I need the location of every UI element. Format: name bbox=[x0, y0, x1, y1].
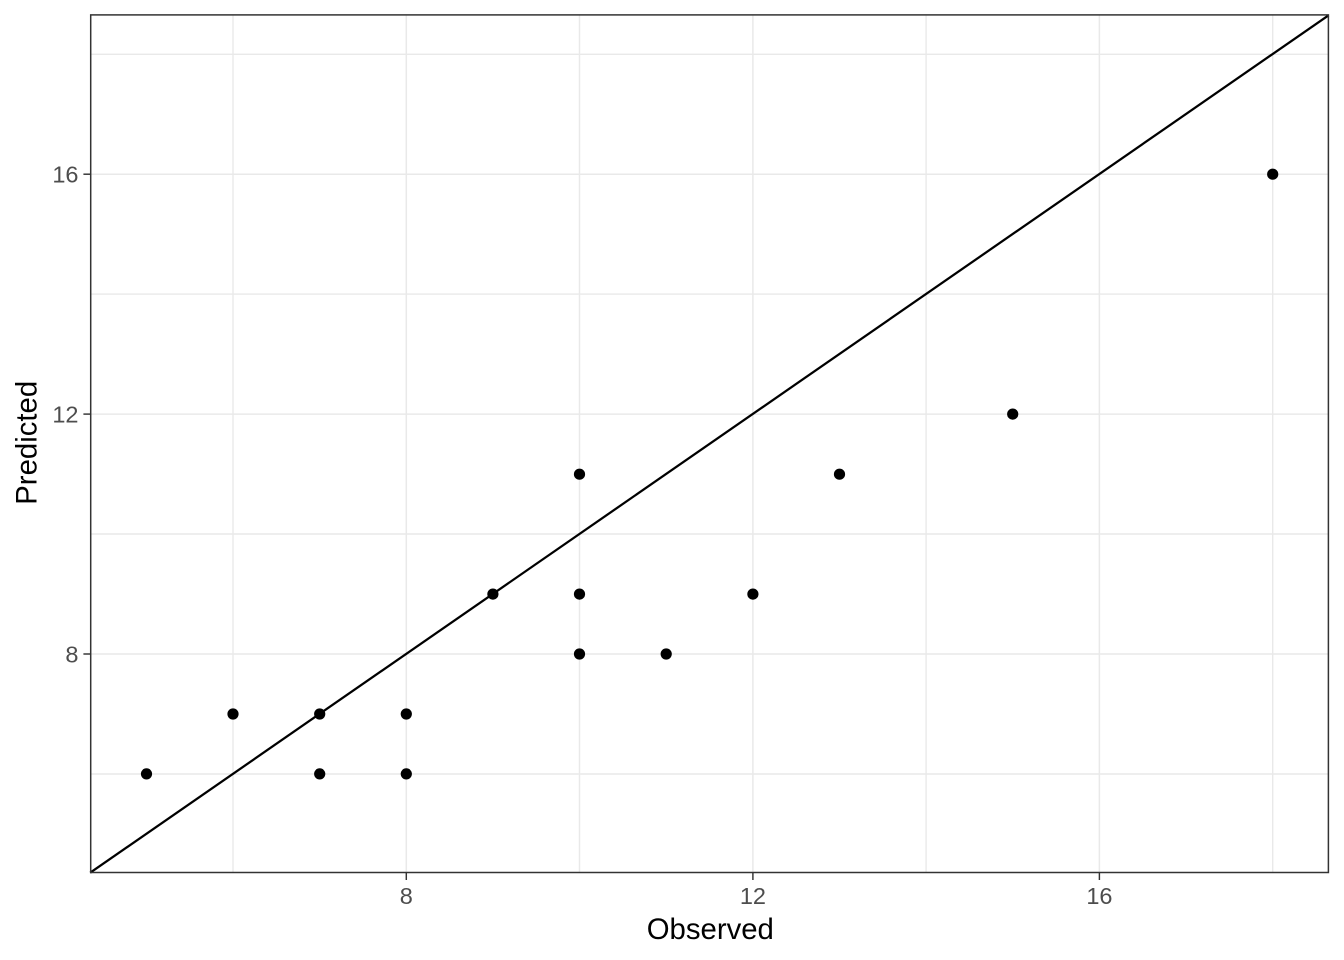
svg-text:Predicted: Predicted bbox=[11, 381, 44, 505]
svg-text:12: 12 bbox=[740, 883, 766, 909]
svg-text:12: 12 bbox=[52, 402, 78, 428]
svg-text:8: 8 bbox=[400, 883, 413, 909]
svg-text:8: 8 bbox=[65, 641, 78, 667]
svg-text:16: 16 bbox=[1086, 883, 1112, 909]
svg-text:16: 16 bbox=[52, 162, 78, 188]
svg-text:Observed: Observed bbox=[647, 913, 774, 946]
